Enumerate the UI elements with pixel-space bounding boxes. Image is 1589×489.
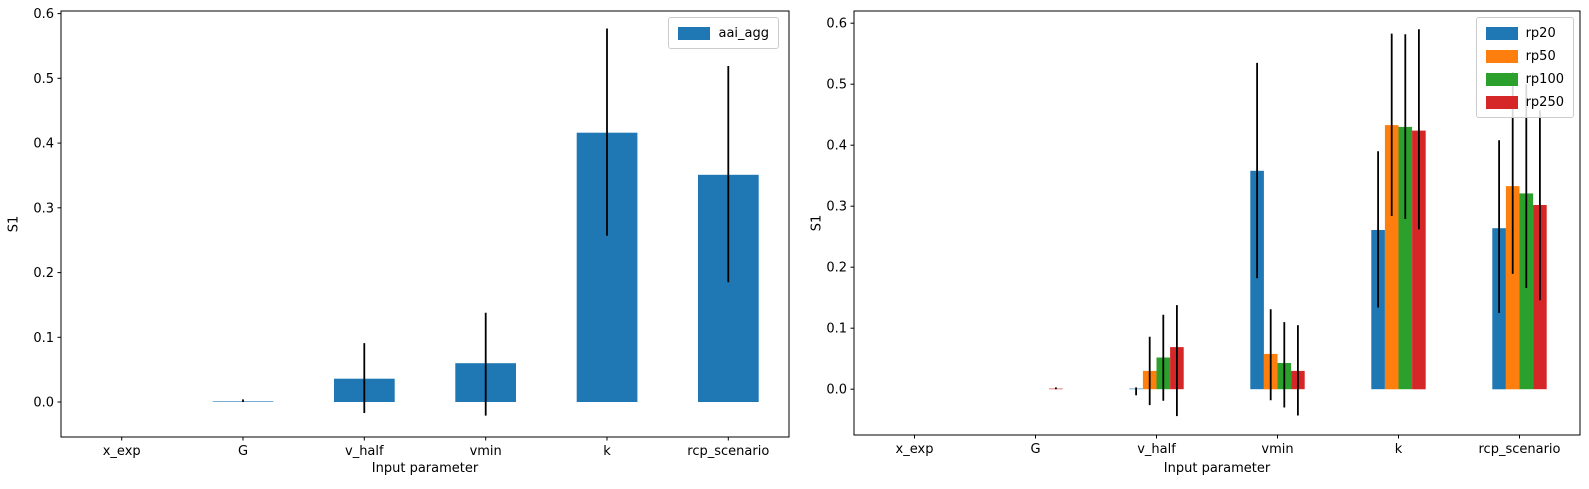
bar-rp100-rcp_scenario bbox=[1519, 193, 1534, 390]
legend-swatch-rp50 bbox=[1485, 49, 1518, 63]
x-tick-label: vmin bbox=[1261, 442, 1293, 457]
legend-swatch-rp100 bbox=[1485, 72, 1518, 86]
y-tick-label: 0.1 bbox=[33, 331, 54, 346]
bar-rp50-rcp_scenario bbox=[1505, 186, 1520, 390]
legend-swatch-rp20 bbox=[1485, 26, 1518, 40]
x-tick-label: k bbox=[1395, 442, 1403, 457]
x-tick-label: x_exp bbox=[896, 442, 934, 457]
x-tick-label: v_half bbox=[1137, 442, 1176, 457]
bar-rp20-vmin bbox=[1250, 170, 1264, 390]
legend-swatch-rp250 bbox=[1485, 95, 1518, 109]
x-tick-label: v_half bbox=[345, 444, 384, 459]
y-tick-label: 0.0 bbox=[33, 396, 54, 411]
y-tick-label: 0.2 bbox=[33, 266, 54, 281]
legend-entry-rp20: rp20 bbox=[1485, 23, 1564, 43]
y-axis-label: S1 bbox=[809, 214, 825, 232]
bar-rp250-k bbox=[1412, 130, 1426, 390]
y-axis-label: S1 bbox=[6, 215, 22, 233]
legend-label: rp50 bbox=[1525, 48, 1556, 64]
x-tick-label: k bbox=[603, 444, 611, 459]
legend-label: rp250 bbox=[1525, 94, 1564, 110]
legend: rp20 rp50 rp100 rp250 bbox=[1475, 17, 1574, 118]
legend-entry-rp100: rp100 bbox=[1485, 69, 1564, 89]
y-tick-label: 0.3 bbox=[826, 200, 847, 215]
y-tick-label: 0.6 bbox=[826, 17, 847, 32]
legend-entry-rp250: rp250 bbox=[1485, 92, 1564, 112]
legend-swatch-aai_agg bbox=[678, 26, 711, 40]
y-tick-label: 0.3 bbox=[33, 201, 54, 216]
axes-spines bbox=[853, 10, 1581, 436]
axes-spines bbox=[60, 10, 790, 438]
x-axis-label: Input parameter bbox=[371, 461, 479, 476]
legend-entry-aai_agg: aai_agg bbox=[678, 23, 769, 43]
legend-label: rp20 bbox=[1525, 25, 1556, 41]
legend-entry-rp50: rp50 bbox=[1485, 46, 1564, 66]
x-axis-label: Input parameter bbox=[1163, 461, 1271, 476]
y-tick-label: 0.5 bbox=[826, 78, 847, 93]
y-tick-label: 0.1 bbox=[826, 322, 847, 337]
x-tick-label: rcp_scenario bbox=[1479, 442, 1561, 457]
x-tick-label: vmin bbox=[470, 444, 502, 459]
bar-rp50-k bbox=[1384, 125, 1399, 390]
x-tick-label: rcp_scenario bbox=[687, 444, 769, 459]
legend: aai_agg bbox=[668, 17, 779, 49]
y-tick-label: 0.4 bbox=[33, 137, 54, 152]
x-tick-label: x_exp bbox=[103, 444, 141, 459]
bar-rp20-k bbox=[1371, 230, 1385, 390]
y-tick-label: 0.5 bbox=[33, 72, 54, 87]
y-tick-label: 0.4 bbox=[826, 139, 847, 154]
y-tick-label: 0.2 bbox=[826, 261, 847, 276]
y-tick-label: 0.6 bbox=[33, 7, 54, 22]
legend-label: rp100 bbox=[1525, 71, 1564, 87]
y-tick-label: 0.0 bbox=[826, 383, 847, 398]
legend-label: aai_agg bbox=[718, 25, 769, 41]
x-tick-label: G bbox=[1030, 442, 1040, 457]
x-tick-label: G bbox=[238, 444, 248, 459]
bar-rp100-k bbox=[1398, 126, 1413, 390]
